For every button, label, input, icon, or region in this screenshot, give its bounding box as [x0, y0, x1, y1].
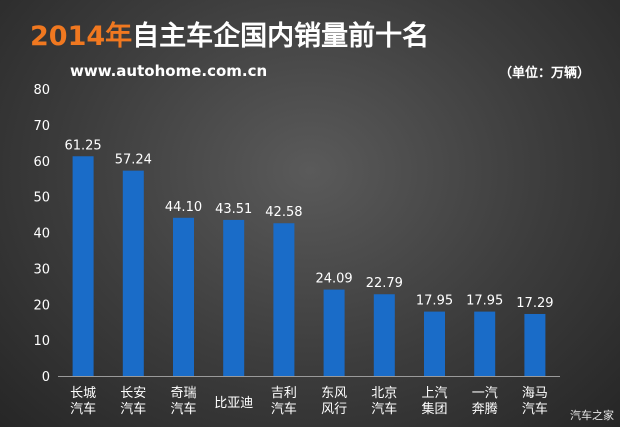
- y-tick-label: 80: [33, 83, 50, 98]
- bars: [72, 156, 546, 376]
- x-tick-label: 奇瑞汽车: [170, 385, 196, 417]
- y-tick-label: 50: [33, 191, 50, 206]
- y-tick-label: 70: [33, 119, 50, 134]
- x-tick-label: 吉利汽车: [271, 386, 297, 417]
- bar: [72, 156, 94, 376]
- x-tick-label: 东风风行: [321, 386, 347, 417]
- y-axis: 0 10 20 30 40 50 60 70 80: [33, 83, 560, 385]
- source-url: www.autohome.com.cn: [70, 62, 268, 80]
- title-text: 自主车企国内销量前十名: [132, 21, 430, 52]
- data-label: 44.10: [165, 200, 202, 215]
- y-tick-label: 30: [33, 262, 50, 277]
- unit-label: （单位：万辆）: [498, 66, 590, 81]
- data-label: 22.79: [366, 276, 403, 291]
- bar: [474, 311, 496, 376]
- x-tick-label: 一汽奔腾: [472, 386, 498, 417]
- x-tick-label: 上汽集团: [421, 386, 447, 417]
- bar: [424, 311, 445, 376]
- bar: [273, 223, 295, 376]
- y-tick-label: 20: [33, 298, 50, 313]
- x-tick-label: 海马汽车: [522, 386, 548, 417]
- data-label: 43.51: [215, 202, 252, 217]
- data-labels: 61.25 57.24 44.10 43.51 42.58 24.09 22.79 17.95…: [64, 138, 553, 311]
- data-label: 17.29: [516, 296, 553, 311]
- bar: [323, 289, 345, 376]
- x-tick-label: 长城汽车: [70, 386, 96, 417]
- data-label: 17.95: [416, 294, 453, 309]
- x-tick-label: 比亚迪: [214, 396, 253, 411]
- x-tick-label: 北京汽车: [371, 386, 397, 417]
- y-tick-label: 60: [33, 155, 50, 170]
- data-label: 57.24: [115, 153, 152, 168]
- y-tick-label: 40: [33, 227, 50, 242]
- data-label: 42.58: [265, 205, 302, 220]
- data-label: 61.25: [64, 138, 101, 153]
- data-label: 24.09: [315, 272, 352, 287]
- data-label: 17.95: [466, 294, 503, 309]
- bar: [122, 170, 144, 376]
- y-tick-label: 10: [33, 334, 50, 349]
- y-tick-label: 0: [42, 370, 50, 385]
- chart-title: 2014年自主车企国内销量前十名: [30, 20, 429, 54]
- bar: [373, 294, 395, 376]
- x-tick-label: 长安汽车: [120, 386, 146, 417]
- watermark-text: 汽车之家: [570, 409, 614, 422]
- title-year: 2014年: [30, 21, 133, 52]
- bar: [524, 313, 546, 376]
- bar: [223, 219, 245, 376]
- bar: [173, 217, 194, 376]
